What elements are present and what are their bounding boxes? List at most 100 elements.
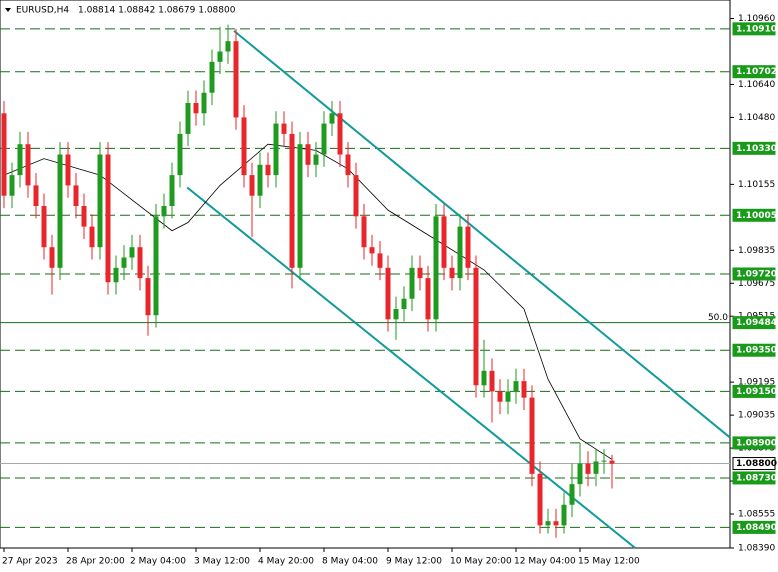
x-tick-label: 9 May 12:00	[386, 557, 442, 567]
candle-body	[161, 206, 167, 217]
price-label-box	[732, 343, 776, 357]
candle-body	[337, 113, 343, 155]
x-tick-label: 12 May 04:00	[514, 557, 576, 567]
candle-body	[489, 370, 495, 392]
candle-body	[409, 267, 415, 299]
y-tick-label: 1.08555	[738, 510, 775, 520]
x-tick-label: 28 Apr 20:00	[66, 557, 125, 567]
candle-body	[41, 206, 47, 248]
candle-body	[89, 226, 95, 248]
price-label: 1.08900	[736, 438, 777, 448]
candle-body	[57, 154, 63, 268]
price-label-box	[732, 267, 776, 281]
candle-body	[417, 267, 423, 279]
price-label-box	[732, 65, 776, 79]
y-tick-label: 1.09675	[738, 279, 775, 289]
candle-body	[81, 206, 87, 227]
candle-body	[593, 461, 599, 474]
candle-body	[553, 521, 559, 526]
candle-body	[25, 144, 31, 186]
price-label-box	[732, 384, 776, 398]
candle-body	[497, 391, 503, 402]
price-label-box	[732, 457, 776, 471]
price-label: 1.09150	[736, 387, 777, 397]
x-tick-label: 27 Apr 2023	[2, 557, 58, 567]
plot: 50.0	[0, 24, 731, 549]
candle-body	[249, 175, 255, 196]
candle-body	[385, 267, 391, 320]
candle-body	[1, 113, 7, 196]
price-label: 1.10005	[736, 211, 777, 221]
fib-text: 50.0	[708, 313, 728, 323]
trendline	[186, 186, 636, 549]
price-label-box	[732, 208, 776, 222]
candle-body	[361, 216, 367, 248]
candle-body	[305, 144, 311, 165]
candle-body	[273, 123, 279, 176]
price-label: 1.09350	[736, 346, 777, 356]
candle-body	[265, 164, 271, 176]
candle-body	[345, 154, 351, 176]
x-tick-label: 4 May 20:00	[258, 557, 314, 567]
candle-body	[209, 61, 215, 93]
candle-body	[225, 41, 231, 52]
candle-body	[505, 391, 511, 402]
candle-body	[425, 278, 431, 320]
candle-body	[513, 381, 519, 392]
trendline	[233, 30, 731, 439]
candle-body	[377, 253, 383, 268]
candle-body	[585, 463, 591, 474]
candle-body	[201, 92, 207, 114]
candle-body	[177, 133, 183, 176]
menu-arrow	[5, 8, 11, 12]
candle-body	[129, 247, 135, 258]
y-tick-label: 1.10960	[738, 14, 775, 24]
candle-body	[121, 257, 127, 268]
candle-body	[465, 226, 471, 268]
candle-body	[401, 298, 407, 310]
candle-body	[521, 381, 527, 398]
candle-body	[393, 309, 399, 320]
candle-body	[257, 164, 263, 196]
candle-body	[113, 267, 119, 283]
candle-body	[233, 41, 239, 118]
x-tick-label: 10 May 20:00	[450, 557, 512, 567]
price-label-box	[732, 436, 776, 450]
y-tick-label: 1.10155	[738, 180, 775, 190]
candle-body	[217, 51, 223, 62]
candle-body	[9, 175, 15, 196]
candle-body	[457, 226, 463, 279]
candle-body	[137, 247, 143, 279]
candle-body	[145, 278, 151, 316]
price-label: 1.08490	[736, 523, 777, 533]
y-tick-label: 1.08390	[738, 544, 775, 554]
ohlc-text: 1.08814 1.08842 1.08679 1.08800	[78, 6, 236, 16]
candle-body	[441, 216, 447, 268]
candle-body	[33, 185, 39, 207]
candle-body	[369, 247, 375, 254]
candle-body	[313, 154, 319, 165]
candle-body	[169, 175, 175, 207]
price-label-box	[732, 316, 776, 330]
candle-body	[481, 370, 487, 386]
candle-body	[321, 123, 327, 155]
price-label-box	[732, 22, 776, 36]
candle-body	[609, 460, 615, 464]
chart-title: EURUSD,H4	[16, 6, 69, 16]
candle-body	[97, 154, 103, 248]
candle-body	[353, 175, 359, 217]
candle-body	[561, 504, 567, 526]
candle-body	[577, 463, 583, 485]
y-tick-label: 1.10480	[738, 113, 775, 123]
candle-body	[185, 103, 191, 134]
x-tick-label: 8 May 04:00	[322, 557, 378, 567]
price-label-box	[732, 141, 776, 155]
candle-body	[329, 113, 335, 124]
y-tick-label: 1.09035	[738, 411, 775, 421]
price-label-box	[732, 520, 776, 534]
candle-body	[241, 117, 247, 176]
candle-body	[49, 247, 55, 268]
candle-body	[17, 144, 23, 176]
candle-body	[537, 473, 543, 526]
